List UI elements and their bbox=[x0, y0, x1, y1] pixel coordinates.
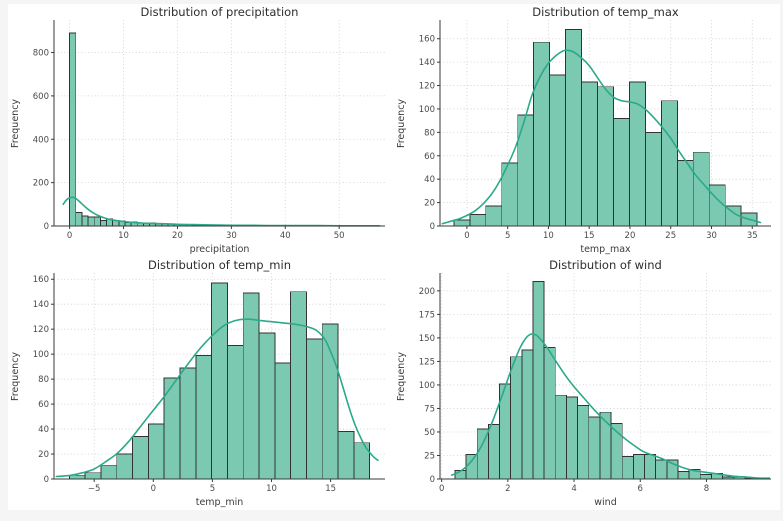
svg-text:15: 15 bbox=[325, 484, 336, 494]
histogram-canvas-precipitation: 0 10 20 30 40 50 0 200 400 600 800 bbox=[33, 20, 385, 241]
histogram-canvas-wind: 0 2 4 6 8 0 25 50 75 100 125 150 175 200 bbox=[419, 273, 771, 494]
svg-text:30: 30 bbox=[706, 231, 717, 241]
svg-text:0: 0 bbox=[151, 484, 156, 494]
matplotlib-figure: 0 10 20 30 40 50 0 200 400 600 800 Distribution of… bbox=[8, 4, 780, 510]
svg-text:800: 800 bbox=[33, 49, 49, 59]
svg-text:0: 0 bbox=[464, 231, 469, 241]
svg-text:140: 140 bbox=[419, 58, 435, 68]
svg-text:6: 6 bbox=[638, 484, 643, 494]
plot-title: Distribution of temp_max bbox=[532, 5, 679, 19]
svg-text:35: 35 bbox=[747, 231, 758, 241]
svg-text:160: 160 bbox=[419, 35, 435, 45]
y-axis-label: Frequency bbox=[396, 98, 408, 148]
svg-text:50: 50 bbox=[334, 231, 345, 241]
svg-text:160: 160 bbox=[33, 275, 49, 285]
svg-text:80: 80 bbox=[424, 128, 435, 138]
x-axis-label: temp_min bbox=[195, 497, 244, 508]
svg-text:5: 5 bbox=[505, 231, 510, 241]
svg-text:60: 60 bbox=[38, 400, 49, 410]
histogram-canvas-temp-min: −5 0 5 10 15 0 20 40 60 80 100 120 140 160 bbox=[33, 273, 385, 494]
svg-text:8: 8 bbox=[704, 484, 709, 494]
svg-text:100: 100 bbox=[419, 381, 435, 391]
svg-text:120: 120 bbox=[419, 82, 435, 92]
svg-text:10: 10 bbox=[118, 231, 129, 241]
svg-text:140: 140 bbox=[33, 300, 49, 310]
svg-text:100: 100 bbox=[419, 105, 435, 115]
svg-text:0: 0 bbox=[430, 475, 435, 485]
svg-text:40: 40 bbox=[280, 231, 291, 241]
svg-text:80: 80 bbox=[38, 375, 49, 385]
subplot-grid: 0 10 20 30 40 50 0 200 400 600 800 Distribution of… bbox=[8, 4, 780, 510]
svg-text:30: 30 bbox=[226, 231, 237, 241]
subplot-precipitation: 0 10 20 30 40 50 0 200 400 600 800 Distribution of… bbox=[8, 4, 394, 257]
svg-text:25: 25 bbox=[665, 231, 676, 241]
x-axis-label: temp_max bbox=[580, 244, 631, 255]
svg-text:125: 125 bbox=[419, 357, 435, 367]
plot-title: Distribution of temp_min bbox=[147, 258, 291, 272]
histogram-canvas-temp-max: 0 5 10 15 20 25 30 35 0 20 40 60 80 100 120 140 160 bbox=[419, 20, 771, 241]
svg-text:50: 50 bbox=[424, 428, 435, 438]
svg-text:100: 100 bbox=[33, 350, 49, 360]
x-axis-label: precipitation bbox=[189, 244, 250, 255]
subplot-wind: 0 2 4 6 8 0 25 50 75 100 125 150 175 200 Distribution… bbox=[394, 257, 780, 510]
y-axis-label: Frequency bbox=[10, 351, 22, 401]
svg-text:20: 20 bbox=[424, 199, 435, 209]
svg-text:0: 0 bbox=[430, 222, 435, 232]
svg-text:15: 15 bbox=[584, 231, 595, 241]
svg-text:40: 40 bbox=[424, 175, 435, 185]
svg-text:20: 20 bbox=[172, 231, 183, 241]
svg-text:4: 4 bbox=[571, 484, 576, 494]
svg-text:5: 5 bbox=[210, 484, 215, 494]
svg-text:150: 150 bbox=[419, 334, 435, 344]
y-axis-label: Frequency bbox=[10, 98, 22, 148]
svg-text:2: 2 bbox=[505, 484, 510, 494]
plot-title: Distribution of wind bbox=[549, 258, 662, 272]
svg-text:0: 0 bbox=[44, 222, 49, 232]
y-axis-label: Frequency bbox=[396, 351, 408, 401]
svg-text:10: 10 bbox=[266, 484, 277, 494]
svg-text:75: 75 bbox=[424, 404, 435, 414]
svg-text:175: 175 bbox=[419, 310, 435, 320]
svg-text:200: 200 bbox=[419, 287, 435, 297]
svg-text:−5: −5 bbox=[88, 484, 101, 494]
svg-text:40: 40 bbox=[38, 425, 49, 435]
plot-title: Distribution of precipitation bbox=[140, 5, 299, 19]
svg-text:0: 0 bbox=[44, 475, 49, 485]
x-axis-label: wind bbox=[594, 497, 617, 508]
svg-text:120: 120 bbox=[33, 325, 49, 335]
svg-text:10: 10 bbox=[543, 231, 554, 241]
svg-text:20: 20 bbox=[38, 450, 49, 460]
svg-text:0: 0 bbox=[439, 484, 444, 494]
svg-text:60: 60 bbox=[424, 152, 435, 162]
subplot-temp-min: −5 0 5 10 15 0 20 40 60 80 100 120 140 160 Distributi… bbox=[8, 257, 394, 510]
svg-text:400: 400 bbox=[33, 135, 49, 145]
subplot-temp-max: 0 5 10 15 20 25 30 35 0 20 40 60 80 100 120 140 160 Dist… bbox=[394, 4, 780, 257]
svg-text:600: 600 bbox=[33, 92, 49, 102]
svg-text:20: 20 bbox=[625, 231, 636, 241]
svg-text:25: 25 bbox=[424, 451, 435, 461]
svg-text:0: 0 bbox=[67, 231, 72, 241]
svg-text:200: 200 bbox=[33, 179, 49, 189]
